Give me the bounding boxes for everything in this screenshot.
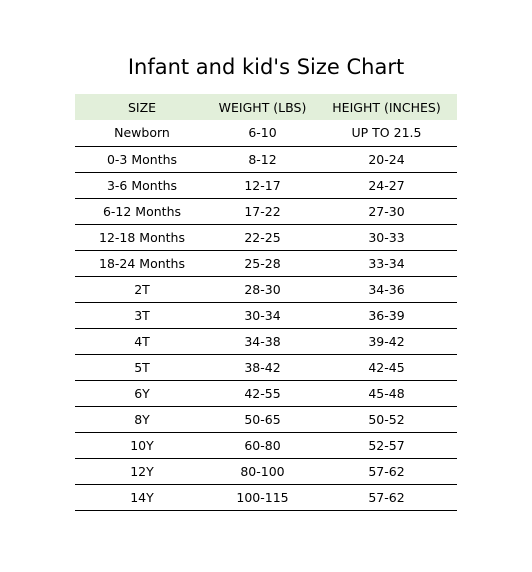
weight-cell: 6-10	[248, 125, 277, 141]
table-row: 10Y 60-80 52-57	[75, 432, 457, 458]
table-row: 6-12 Months 17-22 27-30	[75, 198, 457, 224]
table-row: 18-24 Months 25-28 33-34	[75, 250, 457, 276]
weight-cell: 28-30	[244, 281, 281, 297]
size-cell: 3-6 Months	[106, 177, 178, 193]
size-cell: 6Y	[134, 385, 150, 401]
height-cell: 36-39	[368, 307, 405, 323]
height-cell: 27-30	[368, 203, 405, 219]
weight-cell: 25-28	[244, 255, 281, 271]
height-cell: 20-24	[368, 151, 405, 167]
size-cell: 3T	[134, 307, 150, 323]
weight-cell: 8-12	[248, 151, 277, 167]
height-cell: 42-45	[368, 359, 405, 375]
weight-cell: 22-25	[244, 229, 281, 245]
size-cell: 5T	[134, 359, 150, 375]
table-row: 14Y 100-115 57-62	[75, 484, 457, 510]
size-cell: 18-24 Months	[99, 255, 185, 271]
column-header-weight: WEIGHT (LBS)	[218, 99, 307, 115]
weight-cell: 12-17	[244, 177, 281, 193]
height-cell: 52-57	[368, 437, 405, 453]
size-cell: 12-18 Months	[99, 229, 185, 245]
size-cell: 14Y	[130, 489, 154, 505]
column-header-size: SIZE	[127, 99, 157, 115]
height-cell: 50-52	[368, 411, 405, 427]
table-row: 3-6 Months 12-17 24-27	[75, 172, 457, 198]
size-cell: 12Y	[130, 463, 154, 479]
weight-cell: 80-100	[240, 463, 285, 479]
height-cell: 34-36	[368, 281, 405, 297]
weight-cell: 34-38	[244, 333, 281, 349]
table-row: 6Y 42-55 45-48	[75, 380, 457, 406]
size-cell: Newborn	[114, 125, 170, 141]
weight-cell: 30-34	[244, 307, 281, 323]
weight-cell: 60-80	[244, 437, 281, 453]
table-body: Newborn 6-10 UP TO 21.5 0-3 Months 8-12 20-24…	[75, 120, 457, 510]
weight-cell: 38-42	[244, 359, 281, 375]
weight-cell: 42-55	[244, 385, 281, 401]
size-cell: 8Y	[134, 411, 150, 427]
table-header-row: SIZE WEIGHT (LBS) HEIGHT (INCHES)	[75, 94, 457, 120]
size-cell: 6-12 Months	[102, 203, 182, 219]
size-chart-table: SIZE WEIGHT (LBS) HEIGHT (INCHES) Newbor…	[75, 94, 457, 511]
weight-cell: 100-115	[236, 489, 289, 505]
table-row: 8Y 50-65 50-52	[75, 406, 457, 432]
table-row: 2T 28-30 34-36	[75, 276, 457, 302]
height-cell: 33-34	[368, 255, 405, 271]
size-cell: 10Y	[130, 437, 154, 453]
height-cell: 57-62	[368, 463, 405, 479]
table-row: 4T 34-38 39-42	[75, 328, 457, 354]
height-cell: 30-33	[368, 229, 405, 245]
table-row: 5T 38-42 42-45	[75, 354, 457, 380]
weight-cell: 17-22	[244, 203, 281, 219]
height-cell: 24-27	[368, 177, 405, 193]
chart-title: Infant and kid's Size Chart	[127, 55, 405, 79]
size-cell: 4T	[134, 333, 150, 349]
table-row: 3T 30-34 36-39	[75, 302, 457, 328]
table-row: 0-3 Months 8-12 20-24	[75, 146, 457, 172]
height-cell: UP TO 21.5	[351, 125, 422, 141]
height-cell: 39-42	[368, 333, 405, 349]
weight-cell: 50-65	[244, 411, 281, 427]
table-row: Newborn 6-10 UP TO 21.5	[75, 120, 457, 146]
table-row: 12Y 80-100 57-62	[75, 458, 457, 484]
table-row: 12-18 Months 22-25 30-33	[75, 224, 457, 250]
size-cell: 0-3 Months	[106, 151, 178, 167]
column-header-height: HEIGHT (INCHES)	[332, 99, 441, 115]
size-cell: 2T	[134, 281, 150, 297]
height-cell: 45-48	[368, 385, 405, 401]
height-cell: 57-62	[368, 489, 405, 505]
